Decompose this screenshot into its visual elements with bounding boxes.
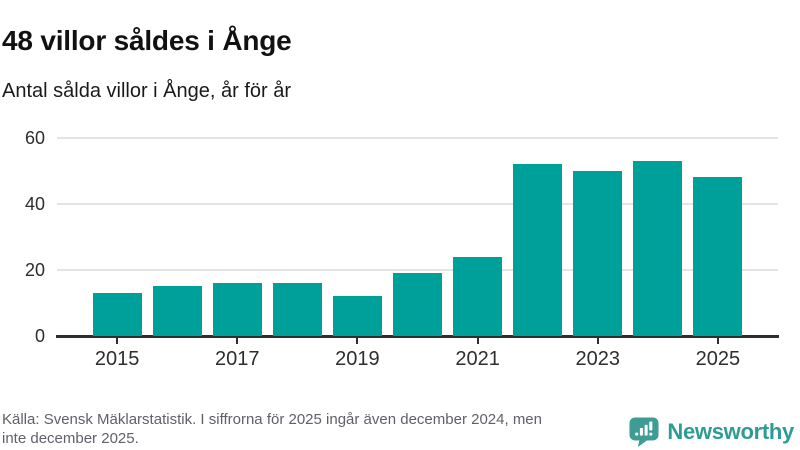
x-tick [596, 337, 599, 344]
x-tick-label: 2019 [335, 348, 380, 370]
bar [92, 293, 142, 336]
y-tick-label: 20 [24, 259, 45, 280]
bar [393, 273, 442, 336]
newsworthy-logo-icon [629, 417, 659, 447]
y-tick-label: 0 [34, 326, 45, 346]
x-tick [476, 337, 479, 344]
chart-subtitle: Antal sålda villor i Ånge, år för år [2, 80, 292, 102]
bar [633, 160, 683, 336]
x-tick [356, 337, 359, 344]
x-axis-line [56, 334, 779, 338]
y-tick-label: 60 [24, 127, 45, 148]
y-tick-label: 40 [24, 193, 45, 214]
x-tick [236, 337, 239, 344]
newsworthy-logo: Newsworthy [629, 417, 794, 447]
x-tick-label: 2017 [215, 348, 260, 370]
bar [453, 256, 503, 336]
bar [212, 283, 262, 336]
source-note-line2: inte december 2025. [2, 430, 139, 447]
x-tick-label: 2025 [695, 348, 741, 370]
x-tick [716, 337, 719, 344]
x-tick-label: 2023 [575, 348, 621, 370]
bar [272, 283, 322, 336]
gridline [57, 268, 778, 271]
newsworthy-logo-text: Newsworthy [667, 419, 794, 444]
x-tick-label: 2021 [455, 348, 500, 370]
bar [152, 286, 202, 336]
chart-title: 48 villor såldes i Ånge [2, 24, 292, 56]
bar [332, 296, 382, 336]
bar [513, 164, 563, 336]
x-tick-label: 2015 [94, 348, 140, 370]
gridline [57, 202, 778, 205]
gridline [57, 136, 778, 139]
source-note-line1: Källa: Svensk Mäklarstatistik. I siffror… [2, 411, 542, 428]
bar [693, 177, 743, 336]
source-note: Källa: Svensk Mäklarstatistik. I siffror… [2, 410, 642, 448]
bar [573, 170, 623, 336]
x-tick [116, 337, 119, 344]
